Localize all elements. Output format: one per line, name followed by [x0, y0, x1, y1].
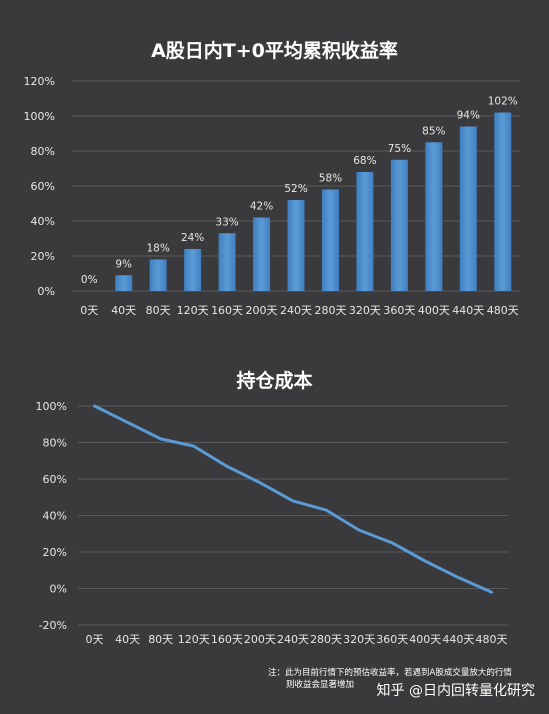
x-tick-label: 440天: [452, 304, 484, 317]
x-tick-label: 240天: [277, 633, 309, 646]
line-chart: -20% 0% 20% 40% 60% 80% 100% 0天 40天 80天 120天 160天 20…: [36, 400, 508, 646]
y-tick-label: 0%: [38, 285, 55, 298]
footnote-line-1: 注：此为目前行情下的预估收益率，若遇到A股成交量放大的行情: [268, 668, 512, 678]
y-tick-label: 60%: [31, 180, 55, 193]
data-label: 52%: [284, 183, 307, 195]
y-tick-label: 0%: [50, 583, 67, 596]
y-tick-label: 60%: [43, 473, 67, 486]
bar: [425, 142, 443, 291]
data-label: 68%: [353, 155, 376, 167]
bar: [459, 126, 477, 291]
bar-chart: 0% 20% 40% 60% 80% 100% 120% 0% 0天 9% 40天 18% 80天 24%…: [24, 75, 520, 317]
x-tick-label: 240天: [280, 304, 312, 317]
data-label: 0%: [81, 274, 98, 286]
bar: [218, 233, 236, 291]
y-tick-label: 80%: [31, 145, 55, 158]
x-tick-label: 0天: [86, 633, 104, 646]
x-tick-label: 400天: [409, 633, 441, 646]
data-label: 58%: [319, 173, 342, 185]
x-tick-label: 40天: [111, 304, 136, 317]
x-tick-label: 280天: [314, 304, 346, 317]
x-tick-label: 360天: [383, 304, 415, 317]
x-tick-label: 160天: [211, 304, 243, 317]
bar: [390, 159, 408, 291]
bar: [356, 172, 374, 291]
bar: [149, 259, 167, 291]
x-tick-label: 480天: [475, 633, 507, 646]
x-tick-label: 80天: [146, 304, 171, 317]
y-tick-label: 100%: [24, 110, 55, 123]
y-tick-label: 40%: [31, 215, 55, 228]
bar: [494, 112, 512, 291]
x-tick-label: 440天: [442, 633, 474, 646]
watermark: 知乎 @日内回转量化研究: [376, 683, 535, 699]
data-label: 102%: [488, 96, 518, 108]
x-tick-label: 160天: [211, 633, 243, 646]
x-tick-label: 0天: [80, 304, 98, 317]
x-tick-label: 200天: [246, 304, 278, 317]
x-tick-label: 320天: [349, 304, 381, 317]
x-tick-label: 480天: [487, 304, 519, 317]
data-label: 94%: [457, 110, 480, 122]
x-tick-label: 40天: [115, 633, 140, 646]
series-line: [93, 404, 493, 594]
data-label: 42%: [250, 201, 273, 213]
data-label: 24%: [181, 232, 204, 244]
y-tick-label: 20%: [31, 250, 55, 263]
x-tick-label: 80天: [148, 633, 173, 646]
bar: [115, 275, 133, 291]
bar: [184, 249, 202, 291]
bar: [287, 200, 305, 291]
x-tick-label: 280天: [310, 633, 342, 646]
data-label: 85%: [422, 125, 445, 137]
y-tick-label: 40%: [43, 510, 67, 523]
x-tick-label: 120天: [178, 633, 210, 646]
line-chart-title: 持仓成本: [236, 370, 313, 392]
y-tick-label: 20%: [43, 546, 67, 559]
data-label: 9%: [115, 258, 132, 270]
footnote-line-2: 则收益会显著增加: [286, 680, 355, 690]
x-tick-label: 360天: [376, 633, 408, 646]
data-label: 18%: [146, 243, 169, 255]
bar-chart-title: A股日内T+0平均累积收益率: [151, 40, 398, 62]
y-tick-label: -20%: [39, 619, 67, 632]
bar: [321, 189, 339, 291]
footnote: 注：此为目前行情下的预估收益率，若遇到A股成交量放大的行情 则收益会显著增加: [268, 667, 528, 691]
x-tick-label: 320天: [343, 633, 375, 646]
y-tick-label: 120%: [24, 75, 55, 88]
x-tick-label: 200天: [244, 633, 276, 646]
data-label: 75%: [388, 143, 411, 155]
x-tick-label: 400天: [418, 304, 450, 317]
y-tick-label: 80%: [43, 437, 67, 450]
data-label: 33%: [215, 216, 238, 228]
x-tick-label: 120天: [177, 304, 209, 317]
y-tick-label: 100%: [36, 400, 67, 413]
bar: [253, 217, 271, 291]
